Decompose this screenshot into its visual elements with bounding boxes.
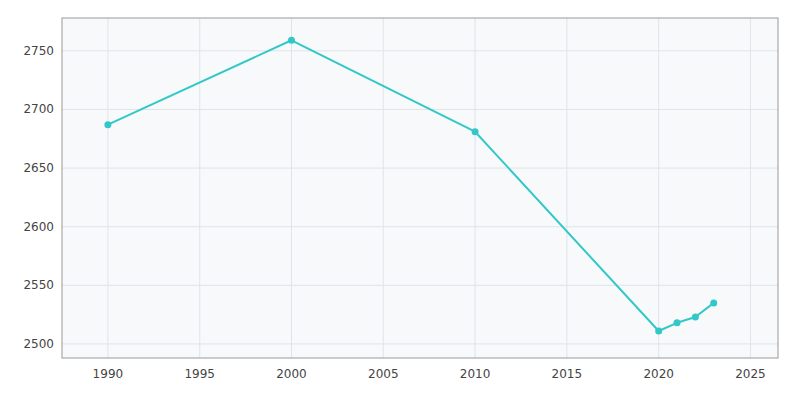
x-tick-label: 2015 — [552, 367, 583, 381]
x-tick-label: 2010 — [460, 367, 491, 381]
line — [108, 40, 714, 331]
x-grid-line — [566, 18, 567, 358]
y-tick-label: 2600 — [23, 220, 54, 234]
y-grid-line — [62, 109, 778, 110]
x-grid-line — [475, 18, 476, 358]
grid — [62, 18, 778, 358]
plot-frame — [62, 18, 778, 358]
marker — [692, 313, 699, 320]
y-grid-line — [62, 226, 778, 227]
x-grid-line — [199, 18, 200, 358]
x-grid-line — [107, 18, 108, 358]
y-tick-label: 2750 — [23, 44, 54, 58]
y-tick-label: 2500 — [23, 337, 54, 351]
x-tick-label: 1990 — [93, 367, 124, 381]
marker — [472, 128, 479, 135]
marker — [288, 37, 295, 44]
series — [104, 37, 717, 335]
x-grid-line — [291, 18, 292, 358]
x-grid-line — [383, 18, 384, 358]
y-tick-label: 2550 — [23, 278, 54, 292]
marker — [710, 299, 717, 306]
y-grid-line — [62, 343, 778, 344]
x-tick-label: 2025 — [735, 367, 766, 381]
x-tick-label: 1995 — [184, 367, 215, 381]
plot-background — [62, 18, 778, 358]
marker — [674, 319, 681, 326]
y-grid-line — [62, 168, 778, 169]
chart-container: 1990 1995 2000 2005 2010 2015 2020 2025 2500 2550… — [0, 0, 800, 400]
x-tick-label: 2020 — [643, 367, 674, 381]
x-tick-label: 2000 — [276, 367, 307, 381]
y-grid-line — [62, 50, 778, 51]
chart-svg: 1990 1995 2000 2005 2010 2015 2020 2025 2500 2550… — [0, 0, 800, 400]
y-tick-label: 2650 — [23, 161, 54, 175]
marker — [655, 328, 662, 335]
x-grid-line — [750, 18, 751, 358]
y-tick-label: 2700 — [23, 102, 54, 116]
axes: 1990 1995 2000 2005 2010 2015 2020 2025 2500 2550… — [23, 18, 778, 381]
y-grid-line — [62, 285, 778, 286]
x-grid-line — [658, 18, 659, 358]
marker — [104, 121, 111, 128]
x-tick-label: 2005 — [368, 367, 399, 381]
